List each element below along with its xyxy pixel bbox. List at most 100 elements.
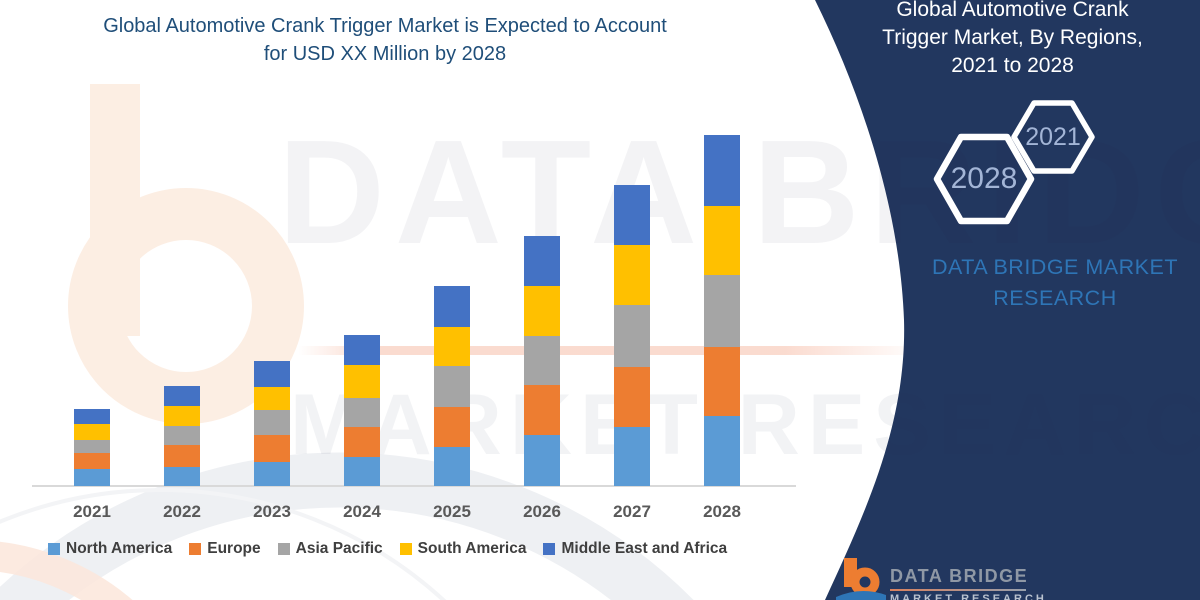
segment-asia-pacific-2023 [254, 410, 290, 435]
segment-europe-2021 [74, 453, 110, 469]
brand-text-line1: DATA BRIDGE MARKET [932, 255, 1178, 279]
x-axis-label-2025: 2025 [433, 502, 471, 521]
segment-asia-pacific-2022 [164, 426, 200, 445]
hexagon-2028-year: 2028 [950, 162, 1018, 195]
footer-logo: DATA BRIDGE MARKET RESEARCH [836, 556, 1044, 600]
legend-item-north-america: North America [48, 540, 172, 558]
legend-label-middle-east-and-africa: Middle East and Africa [561, 540, 728, 557]
segment-asia-pacific-2027 [614, 305, 650, 367]
stacked-bar-2023 [254, 361, 290, 486]
side-panel-heading-line2: Trigger Market, By Regions, [882, 26, 1143, 49]
footer-logo-underline [890, 589, 1026, 591]
x-axis-label-2027: 2027 [613, 502, 651, 521]
segment-north-america-2024 [344, 457, 380, 486]
side-panel-heading: Global Automotive Crank Trigger Market, … [850, 0, 1175, 80]
x-axis-label-2021: 2021 [73, 502, 111, 521]
legend-swatch-europe [189, 543, 202, 555]
segment-europe-2026 [524, 385, 560, 435]
segment-middle-east-and-africa-2022 [164, 386, 200, 406]
segment-south-america-2027 [614, 245, 650, 305]
hexagon-2021-year: 2021 [1025, 122, 1081, 151]
segment-south-america-2023 [254, 387, 290, 410]
segment-asia-pacific-2026 [524, 336, 560, 385]
segment-asia-pacific-2021 [74, 440, 110, 453]
segment-north-america-2025 [434, 447, 470, 486]
footer-logo-subtext: MARKET RESEARCH [890, 593, 1047, 600]
chart-title: Global Automotive Crank Trigger Market i… [20, 12, 750, 68]
segment-south-america-2022 [164, 406, 200, 426]
chart-legend: North America Europe Asia Pacific South Ame… [48, 540, 727, 558]
legend-swatch-north-america [48, 543, 60, 555]
legend-label-europe: Europe [207, 540, 261, 557]
stacked-bar-2026 [524, 236, 560, 486]
segment-europe-2024 [344, 427, 380, 457]
segment-north-america-2026 [524, 435, 560, 486]
side-panel-heading-line3: 2021 to 2028 [951, 54, 1074, 77]
segment-asia-pacific-2024 [344, 398, 380, 427]
x-axis-label-2028: 2028 [703, 502, 741, 521]
legend-swatch-south-america [399, 543, 412, 555]
segment-europe-2028 [704, 347, 740, 416]
legend-label-south-america: South America [417, 540, 527, 557]
segment-europe-2027 [614, 367, 650, 427]
stacked-bar-2022 [164, 386, 200, 486]
side-panel-heading-line1: Global Automotive Crank [896, 0, 1129, 21]
footer-logo-text: DATA BRIDGE MARKET RESEARCH [890, 566, 1110, 600]
brand-text: DATA BRIDGE MARKET RESEARCH [895, 252, 1200, 314]
segment-middle-east-and-africa-2025 [434, 286, 470, 327]
segment-north-america-2021 [74, 469, 110, 486]
hexagon-2028: 2028 [933, 132, 1035, 226]
segment-middle-east-and-africa-2023 [254, 361, 290, 387]
legend-item-asia-pacific: Asia Pacific [277, 540, 383, 558]
legend-item-middle-east-and-africa: Middle East and Africa [543, 540, 727, 558]
legend-swatch-asia-pacific [277, 543, 290, 555]
segment-north-america-2022 [164, 467, 200, 486]
brand-text-line2: RESEARCH [993, 286, 1117, 310]
x-axis-label-2026: 2026 [523, 502, 561, 521]
x-axis-label-2023: 2023 [253, 502, 291, 521]
segment-middle-east-and-africa-2021 [74, 409, 110, 424]
x-axis-line [32, 485, 796, 487]
segment-north-america-2027 [614, 427, 650, 486]
segment-south-america-2025 [434, 327, 470, 366]
segment-north-america-2028 [704, 416, 740, 486]
segment-south-america-2021 [74, 424, 110, 440]
data-bridge-logo-icon [836, 558, 886, 600]
segment-south-america-2024 [344, 365, 380, 398]
segment-europe-2025 [434, 407, 470, 447]
legend-label-asia-pacific: Asia Pacific [295, 540, 383, 557]
footer-logo-name: DATA BRIDGE [890, 566, 1029, 586]
segment-asia-pacific-2025 [434, 366, 470, 407]
stacked-bar-2021 [74, 409, 110, 486]
stacked-bar-2024 [344, 335, 380, 486]
legend-swatch-middle-east-and-africa [543, 543, 556, 555]
watermark-streak [298, 346, 923, 355]
legend-item-europe: Europe [189, 540, 261, 558]
legend-item-south-america: South America [399, 540, 527, 558]
stacked-bar-2025 [434, 286, 470, 486]
hexagon-2028-outline-icon [933, 133, 1035, 225]
segment-south-america-2028 [704, 206, 740, 275]
segment-middle-east-and-africa-2026 [524, 236, 560, 286]
segment-asia-pacific-2028 [704, 275, 740, 347]
x-axis-label-2024: 2024 [343, 502, 381, 521]
x-axis-label-2022: 2022 [163, 502, 201, 521]
segment-europe-2023 [254, 435, 290, 462]
stacked-bar-2028 [704, 135, 740, 486]
segment-middle-east-and-africa-2027 [614, 185, 650, 245]
chart-title-line1: Global Automotive Crank Trigger Market i… [103, 15, 667, 37]
segment-south-america-2026 [524, 286, 560, 336]
stacked-bar-2027 [614, 185, 650, 486]
hexagon-2021: 2021 [1011, 99, 1095, 175]
legend-label-north-america: North America [66, 540, 173, 557]
segment-europe-2022 [164, 445, 200, 467]
hexagon-2021-outline-icon [1011, 100, 1095, 174]
segment-north-america-2023 [254, 462, 290, 486]
segment-middle-east-and-africa-2024 [344, 335, 380, 365]
segment-middle-east-and-africa-2028 [704, 135, 740, 206]
chart-title-line2: for USD XX Million by 2028 [263, 43, 507, 65]
